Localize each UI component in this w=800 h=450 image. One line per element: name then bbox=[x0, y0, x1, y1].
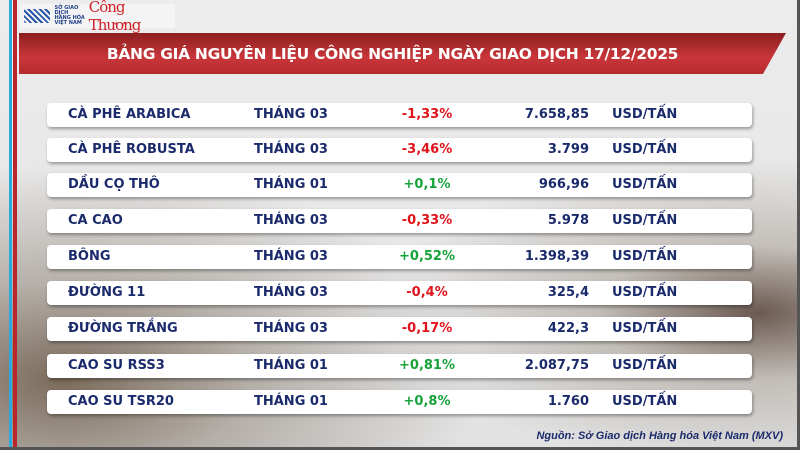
price-value: 1.398,39 bbox=[524, 249, 589, 264]
price-unit: USD/TẤN bbox=[612, 285, 678, 300]
decor-stripe-red bbox=[13, 0, 17, 447]
contract-month: THÁNG 03 bbox=[254, 321, 328, 336]
mxv-logo-icon bbox=[24, 9, 51, 23]
price-unit: USD/TẤN bbox=[612, 107, 678, 122]
commodity-name: CAO SU RSS3 bbox=[68, 358, 165, 373]
mxv-logo-text: SỞ GIAO DỊCH HÀNG HÓA VIỆT NAM bbox=[54, 5, 85, 26]
table-row: ĐƯỜNG TRẮNG THÁNG 03 -0,17% 422,3 USD/TẤN bbox=[47, 317, 752, 341]
table-row: CÀ PHÊ ROBUSTA THÁNG 03 -3,46% 3.799 USD/TẤN bbox=[47, 138, 752, 162]
price-value: 2.087,75 bbox=[524, 358, 589, 373]
price-change: +0,52% bbox=[399, 249, 455, 264]
commodity-name: ĐƯỜNG TRẮNG bbox=[68, 321, 178, 336]
congthuong-logo: Công Thương bbox=[88, 0, 142, 34]
commodity-name: CA CAO bbox=[68, 213, 123, 228]
price-change: -0,33% bbox=[401, 213, 453, 228]
table-row: CAO SU TSR20 THÁNG 01 +0,8% 1.760 USD/TẤN bbox=[47, 390, 752, 414]
price-change: +0,8% bbox=[403, 394, 451, 409]
contract-month: THÁNG 01 bbox=[254, 177, 328, 192]
price-unit: USD/TẤN bbox=[612, 177, 678, 192]
source-note: Nguồn: Sở Giao dịch Hàng hóa Việt Nam (M… bbox=[536, 430, 783, 442]
price-unit: USD/TẤN bbox=[612, 394, 678, 409]
price-unit: USD/TẤN bbox=[612, 213, 678, 228]
price-change: -0,4% bbox=[406, 285, 448, 300]
price-unit: USD/TẤN bbox=[612, 142, 678, 157]
table-row: DẦU CỌ THÔ THÁNG 01 +0,1% 966,96 USD/TẤN bbox=[47, 173, 752, 197]
price-unit: USD/TẤN bbox=[612, 321, 678, 336]
table-row: CAO SU RSS3 THÁNG 01 +0,81% 2.087,75 USD/TẤN bbox=[47, 354, 752, 378]
price-change: -0,17% bbox=[401, 321, 453, 336]
price-value: 7.658,85 bbox=[524, 107, 589, 122]
page-title: BẢNG GIÁ NGUYÊN LIỆU CÔNG NGHIỆP NGÀY GI… bbox=[106, 44, 679, 63]
title-banner: BẢNG GIÁ NGUYÊN LIỆU CÔNG NGHIỆP NGÀY GI… bbox=[19, 33, 786, 74]
contract-month: THÁNG 03 bbox=[254, 249, 328, 264]
contract-month: THÁNG 03 bbox=[254, 285, 328, 300]
commodity-name: CÀ PHÊ ROBUSTA bbox=[68, 142, 195, 157]
price-value: 5.978 bbox=[547, 213, 589, 228]
price-value: 422,3 bbox=[547, 321, 589, 336]
contract-month: THÁNG 03 bbox=[254, 107, 328, 122]
table-row: CA CAO THÁNG 03 -0,33% 5.978 USD/TẤN bbox=[47, 209, 752, 233]
price-unit: USD/TẤN bbox=[612, 358, 678, 373]
price-change: -3,46% bbox=[401, 142, 453, 157]
contract-month: THÁNG 01 bbox=[254, 358, 328, 373]
contract-month: THÁNG 01 bbox=[254, 394, 328, 409]
contract-month: THÁNG 03 bbox=[254, 213, 328, 228]
commodity-name: DẦU CỌ THÔ bbox=[68, 177, 160, 192]
price-unit: USD/TẤN bbox=[612, 249, 678, 264]
price-change: -1,33% bbox=[401, 107, 453, 122]
commodity-name: CAO SU TSR20 bbox=[68, 394, 174, 409]
table-row: CÀ PHÊ ARABICA THÁNG 03 -1,33% 7.658,85 USD/… bbox=[47, 103, 752, 127]
table-row: ĐƯỜNG 11 THÁNG 03 -0,4% 325,4 USD/TẤN bbox=[47, 281, 752, 305]
price-value: 325,4 bbox=[547, 285, 589, 300]
decor-stripe-blue bbox=[9, 0, 12, 447]
commodity-name: CÀ PHÊ ARABICA bbox=[68, 107, 191, 122]
commodity-name: BÔNG bbox=[68, 249, 111, 264]
price-change: +0,81% bbox=[399, 358, 455, 373]
logo-bar: SỞ GIAO DỊCH HÀNG HÓA VIỆT NAM Công Thươ… bbox=[20, 0, 175, 34]
commodity-name: ĐƯỜNG 11 bbox=[68, 285, 146, 300]
table-row: BÔNG THÁNG 03 +0,52% 1.398,39 USD/TẤN bbox=[47, 245, 752, 269]
contract-month: THÁNG 03 bbox=[254, 142, 328, 157]
price-value: 3.799 bbox=[547, 142, 589, 157]
price-value: 1.760 bbox=[547, 394, 589, 409]
price-value: 966,96 bbox=[538, 177, 589, 192]
price-change: +0,1% bbox=[403, 177, 451, 192]
